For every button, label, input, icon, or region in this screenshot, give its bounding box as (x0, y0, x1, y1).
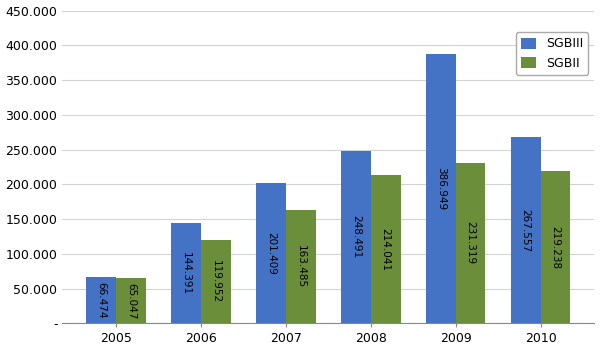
Text: 219.238: 219.238 (550, 226, 560, 269)
Bar (541, 171, 570, 323)
Bar (426, 54, 455, 323)
Text: 65.047: 65.047 (126, 283, 136, 319)
Bar (116, 278, 146, 323)
Bar (201, 240, 231, 323)
Text: 267.557: 267.557 (521, 209, 530, 252)
Bar (172, 223, 201, 323)
Text: 231.319: 231.319 (466, 221, 476, 265)
Text: 201.409: 201.409 (266, 232, 276, 275)
Text: 119.952: 119.952 (211, 260, 221, 303)
Text: 386.949: 386.949 (436, 167, 446, 211)
Bar (455, 163, 485, 323)
Text: 66.474: 66.474 (97, 282, 106, 319)
Text: 163.485: 163.485 (296, 245, 306, 288)
Text: 248.491: 248.491 (351, 216, 361, 259)
Bar (511, 137, 541, 323)
Bar (341, 151, 371, 323)
Bar (286, 210, 316, 323)
Bar (256, 183, 286, 323)
Text: 214.041: 214.041 (380, 227, 391, 271)
Text: 144.391: 144.391 (181, 252, 191, 295)
Bar (371, 174, 401, 323)
Bar (86, 277, 116, 323)
Legend: SGBIII, SGBII: SGBIII, SGBII (516, 32, 588, 75)
